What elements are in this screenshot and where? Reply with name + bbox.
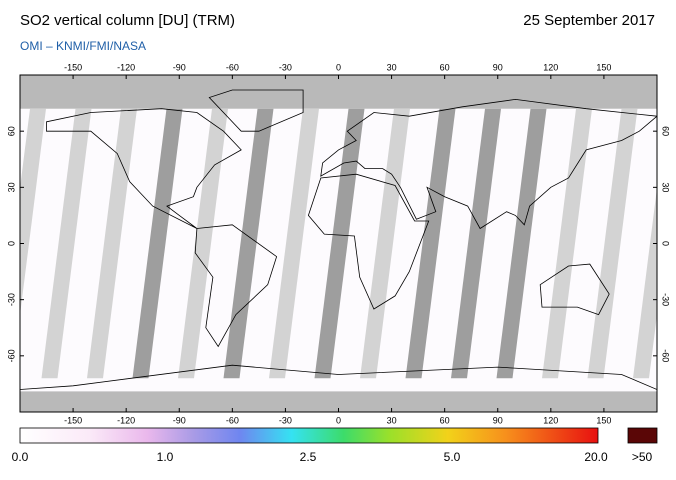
date: 25 September 2017 xyxy=(523,12,655,29)
lon-tick-label: -120 xyxy=(117,415,135,425)
lon-tick-label: -60 xyxy=(226,62,239,72)
polar-nodata xyxy=(20,391,657,412)
colorbar-overflow xyxy=(627,427,658,444)
lon-tick-label: -150 xyxy=(64,415,82,425)
lat-tick-label: 30 xyxy=(661,182,671,192)
lon-tick-label: 30 xyxy=(387,415,397,425)
orbit-gap xyxy=(223,108,274,379)
lon-tick-label: 120 xyxy=(543,415,558,425)
lon-tick-label: 60 xyxy=(440,415,450,425)
title: SO2 vertical column [DU] (TRM) xyxy=(20,12,235,29)
orbit-gap xyxy=(41,108,92,379)
lat-tick-label: -30 xyxy=(661,293,671,306)
coastline xyxy=(20,364,657,412)
orbit-gap xyxy=(314,108,365,379)
colorbar-overflow-label: >50 xyxy=(632,450,653,464)
lon-tick-label: -30 xyxy=(279,62,292,72)
orbit-gap xyxy=(20,108,46,315)
colorbar-label: 1.0 xyxy=(157,450,174,464)
coastline xyxy=(320,98,657,230)
orbit-gap xyxy=(405,108,456,379)
lat-tick-label: 60 xyxy=(661,126,671,136)
source: OMI – KNMI/FMI/NASA xyxy=(20,39,146,53)
coastline xyxy=(194,224,278,348)
colorbar-label: 20.0 xyxy=(584,450,608,464)
orbit-gap xyxy=(132,108,183,379)
lat-tick-label: -30 xyxy=(6,293,16,306)
coastline xyxy=(208,89,304,132)
lat-tick-label: -60 xyxy=(6,349,16,362)
lon-tick-label: 0 xyxy=(336,415,341,425)
orbit-gap xyxy=(451,108,501,379)
coastline xyxy=(46,108,242,229)
lon-tick-label: 60 xyxy=(440,62,450,72)
colorbar-label: 2.5 xyxy=(300,450,317,464)
lon-tick-label: 150 xyxy=(596,415,611,425)
coastline xyxy=(307,173,430,310)
lat-tick-label: 0 xyxy=(661,241,671,246)
lat-tick-label: 30 xyxy=(6,182,16,192)
colorbar-label: 5.0 xyxy=(444,450,461,464)
orbit-gap xyxy=(496,108,547,379)
colorbar xyxy=(19,427,599,444)
coastline xyxy=(539,263,610,316)
lat-tick-label: 60 xyxy=(6,126,16,136)
lat-tick-label: -60 xyxy=(661,349,671,362)
lon-tick-label: -120 xyxy=(117,62,135,72)
orbit-gap xyxy=(87,108,137,379)
lon-tick-label: -30 xyxy=(279,415,292,425)
lat-tick-label: 0 xyxy=(6,241,16,246)
polar-nodata xyxy=(20,75,657,109)
orbit-gap xyxy=(633,188,657,379)
map-content xyxy=(0,75,657,412)
lon-tick-label: -150 xyxy=(64,62,82,72)
orbit-gap xyxy=(587,108,638,379)
orbit-gap xyxy=(178,108,228,379)
orbit-gap xyxy=(542,108,592,379)
lon-tick-label: -90 xyxy=(173,62,186,72)
lon-tick-label: 90 xyxy=(493,62,503,72)
lon-tick-label: -60 xyxy=(226,415,239,425)
orbit-gap xyxy=(360,108,410,379)
orbit-gap xyxy=(269,108,319,379)
colorbar-label: 0.0 xyxy=(12,450,29,464)
lon-tick-label: 0 xyxy=(336,62,341,72)
orbit-gap xyxy=(0,109,1,379)
lon-tick-label: 30 xyxy=(387,62,397,72)
lon-tick-label: 90 xyxy=(493,415,503,425)
lon-tick-label: 150 xyxy=(596,62,611,72)
lon-tick-label: -90 xyxy=(173,415,186,425)
lon-tick-label: 120 xyxy=(543,62,558,72)
